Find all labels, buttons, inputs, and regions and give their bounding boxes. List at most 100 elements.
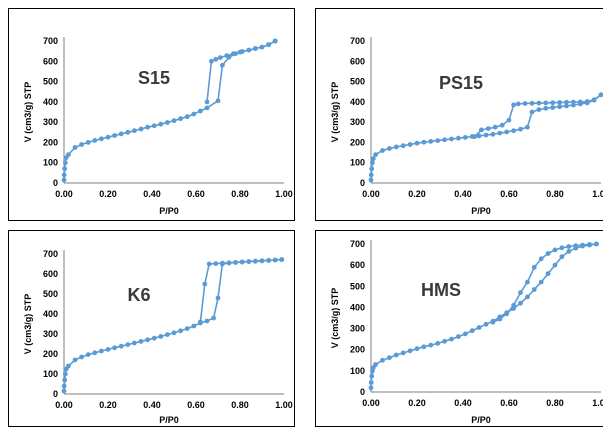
y-tick-label: 400	[350, 302, 365, 312]
data-point	[369, 166, 375, 172]
chart-panel-ps15: 0 100 200 300 400 500 600 700 0.00 0.20 0.40 0.60 0.…	[315, 8, 603, 221]
data-point	[158, 121, 164, 127]
y-tick-label: 600	[350, 56, 365, 66]
data-point	[584, 99, 590, 104]
data-point	[213, 56, 219, 62]
data-point	[165, 332, 170, 337]
data-point	[266, 258, 271, 263]
x-tick-label: 0.80	[231, 189, 249, 199]
data-point	[428, 342, 434, 348]
data-point	[85, 140, 91, 145]
data-point	[598, 92, 603, 98]
x-tick-label: 0.20	[99, 189, 117, 199]
data-point	[531, 287, 537, 292]
chart-svg: 0 100 200 300 400 500 600 700 0.00 0.20 0.40 0.60 0.…	[330, 36, 603, 216]
data-point	[472, 134, 477, 140]
data-point	[387, 355, 392, 361]
data-point	[594, 241, 599, 247]
data-point	[239, 259, 245, 265]
data-point	[577, 99, 583, 105]
data-point	[518, 290, 523, 295]
data-point	[511, 102, 516, 108]
x-tick-label: 0.00	[55, 189, 73, 199]
data-point	[525, 294, 530, 300]
data-point	[483, 132, 489, 138]
data-point	[272, 257, 278, 263]
y-tick-label: 700	[43, 36, 58, 46]
y-tick-label: 200	[43, 137, 58, 147]
data-point	[479, 127, 484, 133]
x-tick-label: 0.80	[546, 189, 564, 199]
data-point	[393, 144, 399, 150]
data-point	[456, 334, 461, 339]
data-point	[138, 126, 144, 132]
data-point	[118, 131, 124, 137]
y-tick-label: 400	[350, 97, 365, 107]
data-point	[132, 340, 137, 346]
chart-title: PS15	[439, 73, 483, 93]
data-point	[253, 258, 258, 264]
y-tick-label: 400	[43, 97, 58, 107]
data-point	[370, 160, 375, 166]
data-point	[213, 261, 219, 266]
y-tick-label: 100	[43, 158, 58, 168]
data-point	[62, 160, 68, 166]
data-point	[112, 345, 117, 351]
data-point	[529, 100, 535, 106]
data-point	[504, 311, 510, 317]
adsorption-series-line	[63, 258, 282, 392]
data-point	[550, 100, 556, 106]
data-point	[92, 138, 98, 143]
data-point	[428, 139, 434, 144]
data-point	[231, 51, 236, 57]
data-point	[79, 354, 84, 360]
data-point	[449, 336, 454, 342]
x-tick-label: 0.80	[546, 398, 564, 408]
data-point	[178, 116, 184, 122]
y-tick-label: 700	[350, 36, 365, 46]
data-point	[368, 385, 374, 391]
data-point	[217, 55, 223, 60]
data-point	[483, 321, 489, 327]
y-tick-label: 300	[350, 324, 365, 334]
data-point	[368, 380, 374, 385]
data-point	[184, 326, 190, 331]
y-tick-label: 300	[43, 329, 58, 339]
x-tick-label: 0.20	[99, 400, 117, 410]
y-axis-label: V (cm3/g) STP	[330, 288, 340, 349]
chart-title: HMS	[421, 280, 461, 300]
data-point	[421, 344, 427, 350]
data-point	[211, 315, 217, 321]
data-point	[380, 148, 385, 153]
data-point	[515, 101, 521, 107]
chart-svg: 0 100 200 300 400 500 600 700 0.00 0.20 0.40 0.60 0.…	[330, 239, 603, 425]
data-point	[525, 279, 530, 285]
data-point	[215, 295, 221, 301]
x-tick-label: 0.00	[362, 398, 380, 408]
data-point	[132, 128, 137, 134]
data-point	[571, 99, 576, 105]
data-point	[564, 99, 569, 105]
data-point	[525, 124, 530, 130]
data-point	[61, 177, 67, 183]
data-point	[497, 316, 503, 322]
x-axis-label: P/P0	[159, 206, 179, 216]
x-tick-label: 1.00	[275, 400, 293, 410]
adsorption-series-line	[370, 243, 597, 388]
data-point	[462, 135, 468, 140]
data-point	[552, 247, 558, 253]
data-point	[204, 99, 210, 105]
data-point	[61, 388, 67, 394]
data-point	[566, 249, 572, 254]
data-point	[145, 124, 151, 130]
data-point	[72, 145, 78, 150]
y-axis-label: V (cm3/g) STP	[330, 82, 340, 143]
data-point	[462, 331, 468, 337]
data-point	[61, 383, 67, 389]
data-point	[125, 129, 131, 135]
data-point	[105, 134, 111, 140]
data-point	[393, 352, 399, 358]
data-point	[79, 142, 84, 147]
data-point	[99, 348, 104, 354]
data-point	[125, 342, 131, 347]
